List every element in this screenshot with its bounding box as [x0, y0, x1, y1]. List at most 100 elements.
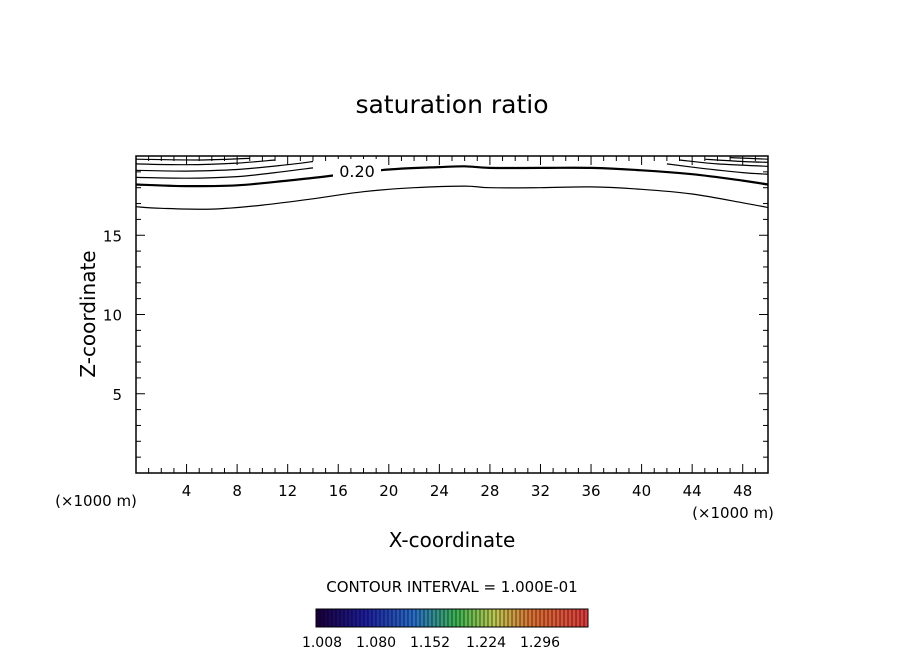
x-tick-label: 36 — [581, 482, 600, 500]
colorbar-swatch — [480, 609, 484, 627]
x-tick-label: 12 — [278, 482, 297, 500]
colorbar-swatch — [544, 609, 548, 627]
contour-4 — [135, 160, 314, 172]
colorbar-swatch — [508, 609, 512, 627]
colorbar-swatch — [452, 609, 456, 627]
colorbar-swatch — [344, 609, 348, 627]
colorbar-swatch — [412, 609, 416, 627]
x-tick-label: 24 — [430, 482, 449, 500]
colorbar-label: 1.008 — [302, 635, 342, 651]
colorbar-swatch — [392, 609, 396, 627]
colorbar-swatch — [540, 609, 544, 627]
colorbar-swatch — [556, 609, 560, 627]
colorbar-swatch — [332, 609, 336, 627]
contour-4b — [679, 159, 769, 167]
colorbar-swatch — [572, 609, 576, 627]
colorbar-swatch — [564, 609, 568, 627]
colorbar-swatch — [328, 609, 332, 627]
colorbar-swatch — [384, 609, 388, 627]
colorbar-swatch — [320, 609, 324, 627]
colorbar-swatch — [360, 609, 364, 627]
contour-3b — [666, 163, 769, 175]
contour-5 — [135, 159, 276, 166]
colorbar-label: 1.152 — [410, 635, 450, 651]
colorbar-swatch — [548, 609, 552, 627]
colorbar-swatch — [532, 609, 536, 627]
colorbar-swatch — [432, 609, 436, 627]
colorbar-swatch — [504, 609, 508, 627]
colorbar-swatch — [316, 609, 320, 627]
colorbar-swatch — [364, 609, 368, 627]
colorbar-labels: 1.008 1.080 1.152 1.224 1.296 — [302, 635, 560, 651]
colorbar-swatch — [464, 609, 468, 627]
y-tick-label: 15 — [103, 227, 122, 245]
contour-1 — [135, 185, 769, 210]
x-tick-label: 44 — [683, 482, 702, 500]
x-tick-label: 32 — [531, 482, 550, 500]
colorbar-label: 1.080 — [356, 635, 396, 651]
x-unit-left: (×1000 m) — [55, 492, 137, 510]
colorbar — [315, 608, 589, 628]
x-tick-label: 48 — [733, 482, 752, 500]
contour-3 — [135, 167, 314, 179]
colorbar-swatch — [448, 609, 452, 627]
colorbar-swatch — [356, 609, 360, 627]
axes — [135, 155, 769, 474]
colorbar-swatch — [552, 609, 556, 627]
colorbar-swatch — [340, 609, 344, 627]
colorbar-swatch — [420, 609, 424, 627]
colorbar-swatch — [560, 609, 564, 627]
colorbar-swatch — [584, 609, 588, 627]
colorbar-swatch — [484, 609, 488, 627]
colorbar-swatch — [568, 609, 572, 627]
colorbar-swatch — [536, 609, 540, 627]
colorbar-label: 1.296 — [520, 635, 560, 651]
x-unit-right: (×1000 m) — [692, 504, 774, 522]
y-tick-label: 10 — [103, 307, 122, 325]
colorbar-swatch — [460, 609, 464, 627]
colorbar-swatch — [488, 609, 492, 627]
colorbar-swatch — [492, 609, 496, 627]
colorbar-swatch — [336, 609, 340, 627]
contour-5b — [704, 158, 769, 163]
contour-6 — [135, 157, 250, 161]
colorbar-swatch — [576, 609, 580, 627]
contour-2 — [135, 165, 769, 188]
x-tick-label: 20 — [379, 482, 398, 500]
colorbar-swatch — [408, 609, 412, 627]
colorbar-swatch — [372, 609, 376, 627]
chart-title: saturation ratio — [355, 90, 548, 119]
colorbar-swatch — [456, 609, 460, 627]
colorbar-swatch — [496, 609, 500, 627]
colorbar-swatch — [468, 609, 472, 627]
colorbar-swatch — [368, 609, 372, 627]
contour-interval-text: CONTOUR INTERVAL = 1.000E-01 — [326, 578, 577, 596]
contour-6b — [730, 157, 769, 160]
colorbar-swatch — [348, 609, 352, 627]
y-tick-label: 5 — [112, 386, 122, 404]
colorbar-swatch — [404, 609, 408, 627]
colorbar-swatch — [428, 609, 432, 627]
colorbar-swatch — [380, 609, 384, 627]
colorbar-label: 1.224 — [466, 635, 506, 651]
colorbar-swatch — [512, 609, 516, 627]
plot-frame — [135, 155, 769, 474]
contour-label-mask — [333, 159, 381, 181]
colorbar-swatch — [520, 609, 524, 627]
colorbar-swatch — [528, 609, 532, 627]
x-tick-label: 16 — [329, 482, 348, 500]
contour-lines — [135, 157, 769, 210]
colorbar-swatch — [436, 609, 440, 627]
x-axis-label: X-coordinate — [389, 528, 516, 552]
colorbar-swatch — [400, 609, 404, 627]
colorbar-swatch — [352, 609, 356, 627]
colorbar-swatch — [524, 609, 528, 627]
colorbar-swatch — [500, 609, 504, 627]
y-axis-label: Z-coordinate — [76, 250, 100, 377]
colorbar-swatch — [416, 609, 420, 627]
x-tick-label: 28 — [480, 482, 499, 500]
colorbar-swatch — [424, 609, 428, 627]
contour-label: 0.20 — [339, 162, 375, 181]
